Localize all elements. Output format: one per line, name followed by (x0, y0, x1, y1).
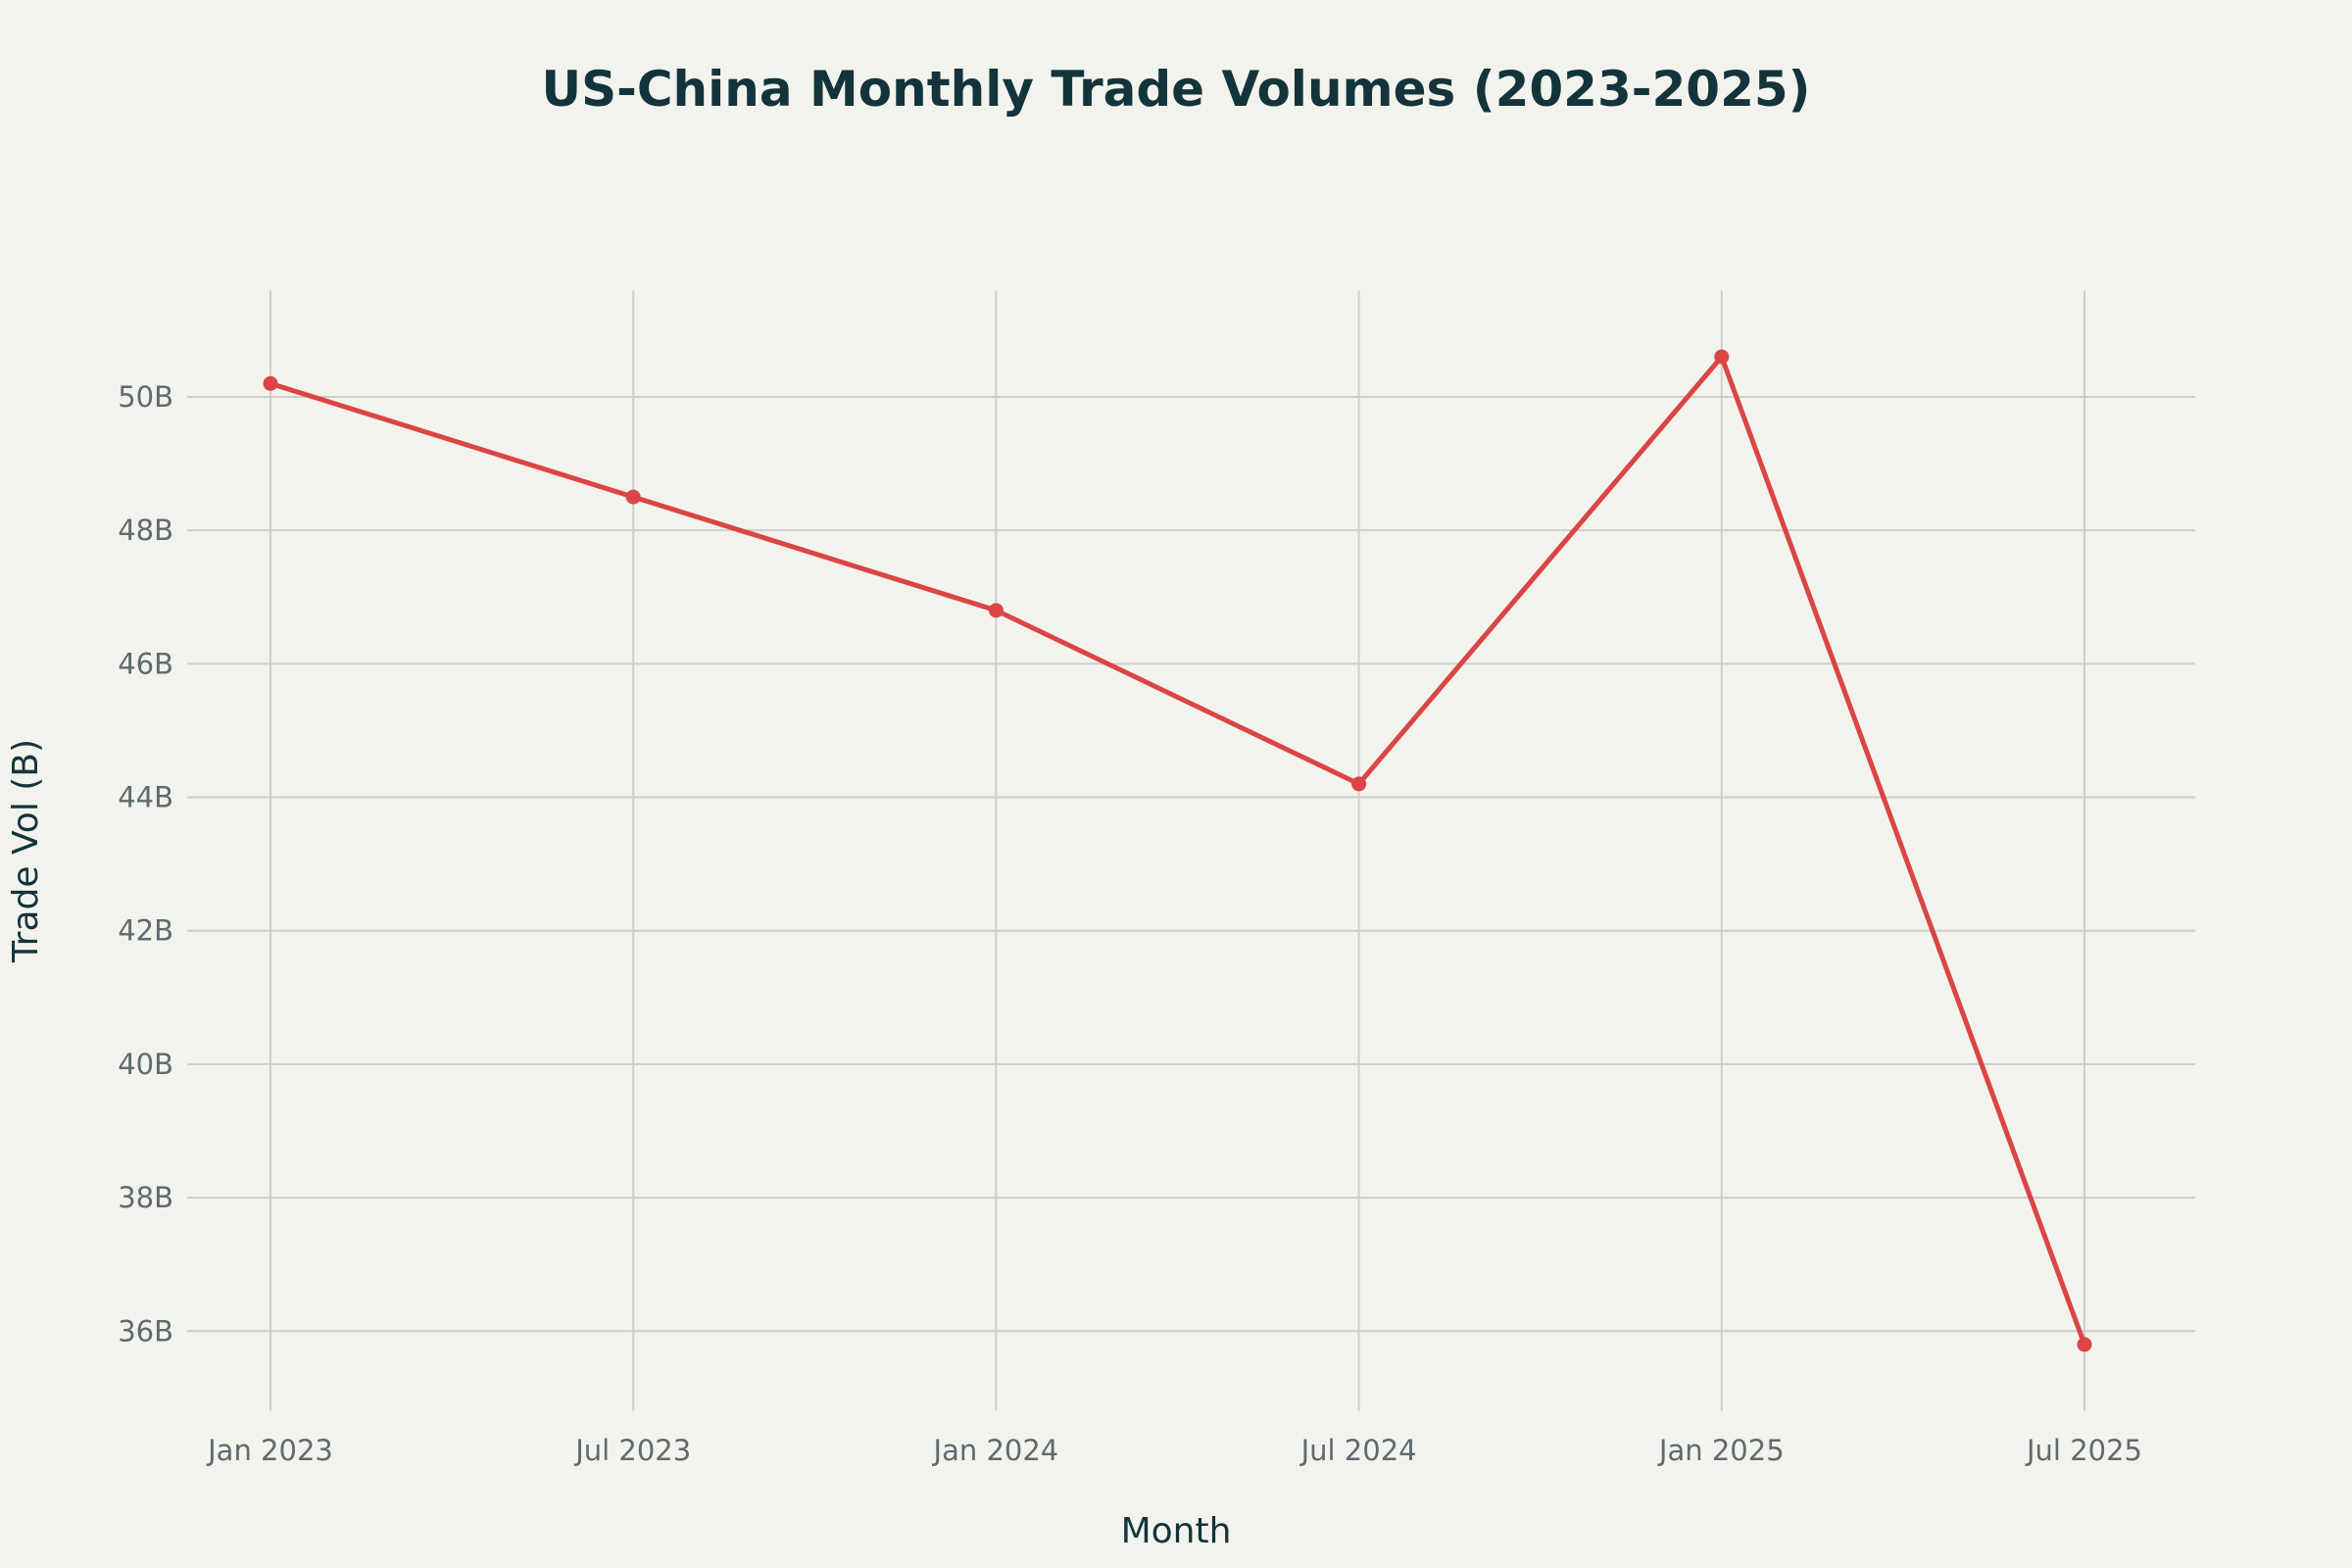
x-tick-label: Jan 2025 (1657, 1434, 1785, 1467)
data-point (1714, 349, 1730, 365)
y-tick-label: 36B (118, 1314, 173, 1348)
x-tick-label: Jan 2024 (932, 1434, 1059, 1467)
data-point (988, 603, 1004, 618)
data-point (2077, 1337, 2092, 1352)
y-tick-label: 44B (118, 781, 173, 814)
y-tick-label: 40B (118, 1048, 173, 1081)
y-axis-label: Trade Vol (B) (6, 739, 46, 963)
y-tick-label: 38B (118, 1181, 173, 1214)
y-tick-label: 46B (118, 647, 173, 680)
data-point (1351, 776, 1367, 792)
x-tick-label: Jul 2024 (1299, 1434, 1417, 1467)
data-point (625, 489, 641, 505)
x-axis-label: Month (1121, 1511, 1232, 1551)
y-tick-label: 48B (118, 514, 173, 547)
series-line (270, 354, 2087, 1346)
x-tick-label: Jul 2023 (573, 1434, 691, 1467)
y-tick-label: 42B (118, 914, 173, 948)
y-tick-label: 50B (118, 380, 173, 414)
data-point (263, 375, 278, 391)
x-tick-label: Jul 2025 (2025, 1434, 2142, 1467)
chart-title: US-China Monthly Trade Volumes (2023-202… (541, 61, 1811, 118)
x-tick-label: Jan 2023 (206, 1434, 333, 1467)
